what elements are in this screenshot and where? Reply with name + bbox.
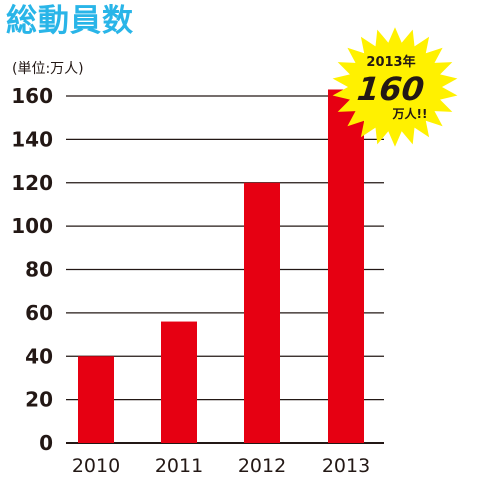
y-tick-label: 140 xyxy=(11,127,53,151)
y-tick-label: 60 xyxy=(25,301,53,325)
bars xyxy=(78,89,364,444)
y-tick-label: 100 xyxy=(11,214,53,238)
callout-unit: 万人!! xyxy=(392,106,428,121)
starburst-shape xyxy=(332,27,458,147)
y-tick-label: 40 xyxy=(25,344,53,368)
x-tick-labels: 2010 2011 2012 2013 xyxy=(72,455,370,477)
y-tick-label: 20 xyxy=(25,388,53,412)
y-tick-label: 80 xyxy=(25,258,53,282)
bar-2012 xyxy=(244,182,280,443)
callout-value: 160 xyxy=(355,70,426,108)
bar-2010 xyxy=(78,356,114,443)
y-tick-labels: 0 20 40 60 80 100 120 140 160 xyxy=(11,84,53,455)
x-tick-label: 2013 xyxy=(322,455,370,477)
y-tick-label: 0 xyxy=(39,431,53,455)
x-tick-label: 2010 xyxy=(72,455,120,477)
y-tick-label: 120 xyxy=(11,171,53,195)
x-tick-label: 2012 xyxy=(238,455,286,477)
bar-2011 xyxy=(161,321,197,443)
y-tick-label: 160 xyxy=(11,84,53,108)
callout-year: 2013年 xyxy=(366,54,415,70)
chart-title: 総動員数 xyxy=(6,3,134,39)
starburst-callout: 2013年 160 万人!! xyxy=(332,27,458,147)
bar-2013 xyxy=(328,89,364,444)
x-tick-label: 2011 xyxy=(155,455,203,477)
unit-label: (単位:万人) xyxy=(12,61,84,77)
